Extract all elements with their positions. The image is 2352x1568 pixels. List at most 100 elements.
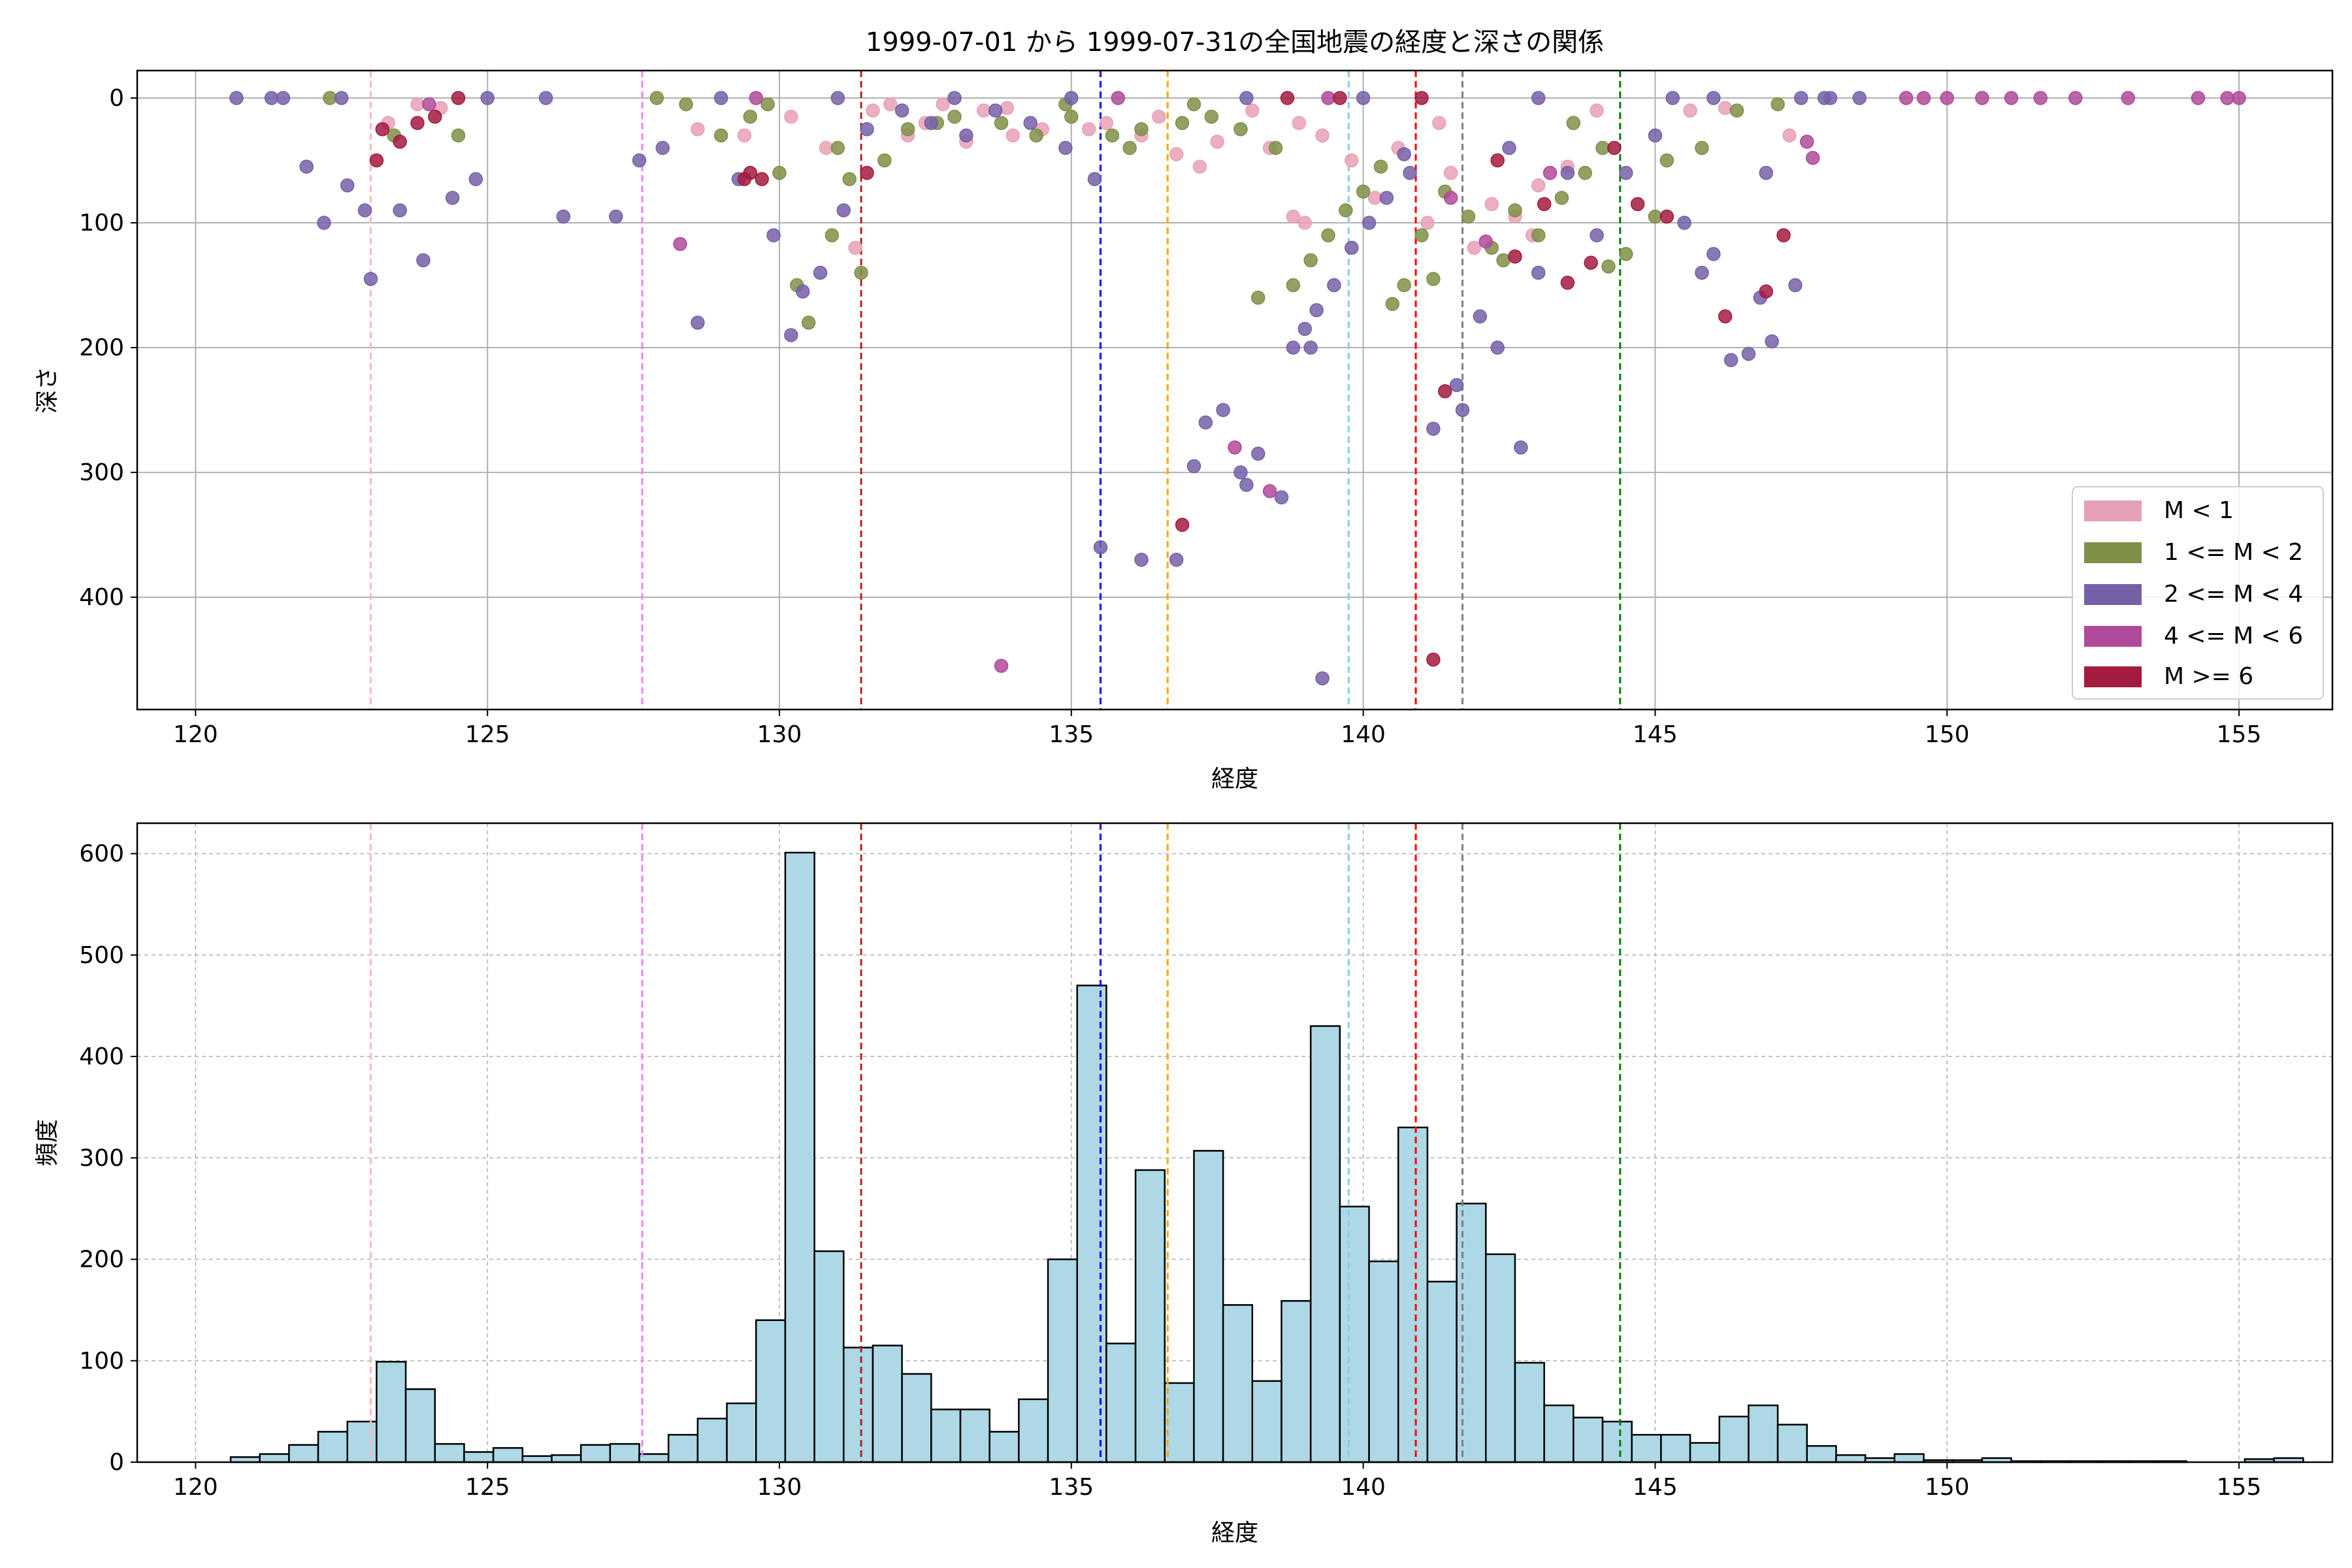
scatter-point xyxy=(1531,228,1546,242)
histogram-bar xyxy=(901,1373,932,1463)
scatter-point xyxy=(994,116,1009,130)
scatter-point xyxy=(819,140,834,155)
scatter-point xyxy=(1776,228,1791,242)
histogram-bar xyxy=(1047,1258,1078,1463)
scatter-x-tick-label: 145 xyxy=(1633,721,1678,748)
scatter-point xyxy=(1175,116,1190,130)
histogram-bar xyxy=(1806,1445,1837,1463)
scatter-point xyxy=(1695,140,1709,155)
scatter-point xyxy=(1718,101,1733,116)
scatter-point xyxy=(2004,91,2019,105)
scatter-point xyxy=(1356,91,1371,105)
scatter-point xyxy=(1601,259,1616,274)
scatter-y-tick-label: 200 xyxy=(79,335,124,361)
scatter-point xyxy=(1385,297,1400,311)
scatter-point xyxy=(1192,159,1207,174)
histogram-bar xyxy=(813,1250,845,1463)
scatter-point xyxy=(1443,165,1458,180)
scatter-point xyxy=(1250,446,1266,461)
scatter-point xyxy=(1250,290,1266,305)
scatter-point xyxy=(1794,91,1808,105)
scatter-point xyxy=(1414,228,1429,242)
scatter-point xyxy=(1064,109,1079,124)
scatter-point xyxy=(1204,109,1219,124)
scatter-point xyxy=(1268,140,1283,155)
scatter-point xyxy=(988,103,1003,118)
scatter-point xyxy=(1397,147,1411,161)
scatter-point xyxy=(813,265,828,280)
histogram-bar xyxy=(1748,1404,1779,1463)
scatter-x-tick-label: 140 xyxy=(1341,721,1386,748)
scatter-point xyxy=(749,91,763,105)
scatter-reference-lines xyxy=(369,71,1622,710)
scatter-point xyxy=(1087,172,1102,186)
scatter-x-tick-label: 130 xyxy=(757,721,802,748)
scatter-point xyxy=(1940,91,1954,105)
histogram-x-axis-label: 経度 xyxy=(1211,1520,1258,1546)
histogram-bar xyxy=(1631,1433,1662,1463)
histogram-bar xyxy=(580,1444,612,1463)
scatter-points xyxy=(229,91,2246,685)
scatter-point xyxy=(1723,353,1739,367)
histogram-y-tick-label: 500 xyxy=(79,942,124,969)
scatter-point xyxy=(1344,153,1359,168)
scatter-point xyxy=(1508,203,1522,218)
scatter-point xyxy=(1420,216,1435,230)
scatter-point xyxy=(451,128,466,143)
scatter-point xyxy=(632,153,647,168)
scatter-point xyxy=(1467,240,1482,255)
scatter-point xyxy=(1484,197,1499,212)
scatter-point xyxy=(1198,415,1213,430)
histogram-bar xyxy=(1281,1299,1312,1463)
histogram-bars xyxy=(229,851,2304,1463)
scatter-point xyxy=(363,272,378,286)
scatter-point xyxy=(1817,91,1832,105)
scatter-point xyxy=(1134,553,1149,567)
scatter-point xyxy=(1315,128,1330,143)
scatter-point xyxy=(369,153,384,168)
histogram-bar xyxy=(1660,1433,1691,1463)
scatter-point xyxy=(825,228,840,242)
scatter-point xyxy=(1584,255,1598,270)
histogram-bar xyxy=(1718,1415,1750,1463)
scatter-point xyxy=(1023,116,1037,130)
histogram-bar xyxy=(726,1402,757,1463)
legend-swatch-m-4-6 xyxy=(2084,626,2142,647)
scatter-point xyxy=(1403,165,1417,180)
legend-label-m-2-4: 2 <= M < 4 xyxy=(2164,581,2303,608)
scatter-point xyxy=(900,122,915,137)
scatter-point xyxy=(1175,517,1190,532)
scatter-point xyxy=(1852,91,1867,105)
scatter-point xyxy=(860,165,874,180)
figure-title: 1999-07-01 から 1999-07-31の全国地震の経度と深さの関係 xyxy=(866,27,1604,57)
scatter-x-tick-label: 135 xyxy=(1049,721,1094,748)
scatter-point xyxy=(1618,247,1633,261)
scatter-point xyxy=(766,228,781,242)
scatter-point xyxy=(1286,278,1301,293)
scatter-point xyxy=(2220,91,2234,105)
scatter-point xyxy=(323,91,337,105)
scatter-point xyxy=(1005,128,1021,143)
histogram-bar xyxy=(1835,1454,1867,1463)
scatter-point xyxy=(1099,116,1114,130)
scatter-point xyxy=(1648,128,1663,143)
scatter-point xyxy=(1169,147,1184,161)
scatter-point xyxy=(340,178,355,193)
scatter-point xyxy=(1443,191,1458,205)
scatter-point xyxy=(842,172,857,186)
scatter-point xyxy=(1595,140,1610,155)
scatter-point xyxy=(410,116,425,130)
scatter-point xyxy=(760,97,775,112)
histogram-bar xyxy=(988,1431,1020,1463)
scatter-point xyxy=(1665,91,1680,105)
histogram-bar xyxy=(288,1444,319,1463)
scatter-series xyxy=(229,91,1867,685)
scatter-x-ticks: 120 125 130 135 140 145 150 155 xyxy=(173,710,2261,748)
scatter-point xyxy=(1426,652,1441,667)
scatter-x-tick-label: 120 xyxy=(173,721,218,748)
scatter-point xyxy=(959,128,973,143)
scatter-point xyxy=(1186,459,1201,474)
legend-label-m-ge-6: M >= 6 xyxy=(2164,663,2253,690)
scatter-legend: M < 1 1 <= M < 2 2 <= M < 4 4 <= M < 6 M… xyxy=(2072,486,2324,700)
scatter-y-ticks: 0 100 200 300 400 xyxy=(79,85,137,611)
